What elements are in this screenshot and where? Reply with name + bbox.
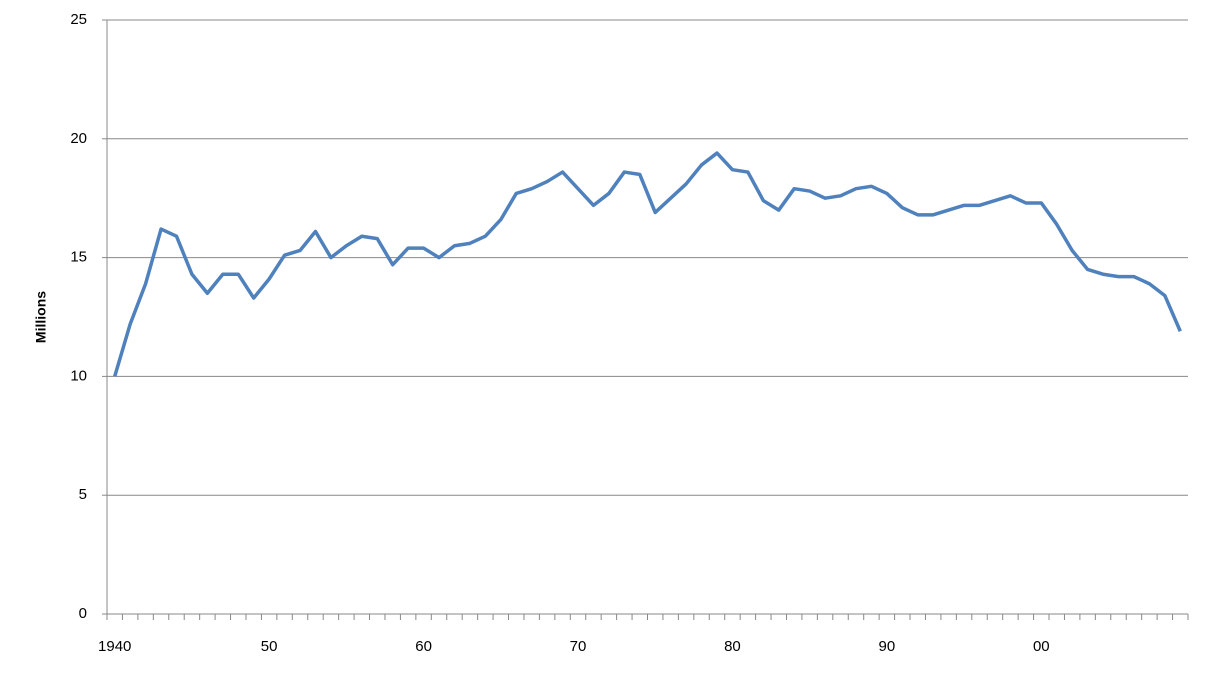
y-tick-label: 0: [79, 605, 87, 622]
x-tick-label: 90: [879, 638, 896, 655]
x-tick-label: 80: [724, 638, 741, 655]
y-tick-label: 10: [70, 367, 87, 384]
x-tick-label: 70: [570, 638, 587, 655]
x-tick-label: 60: [415, 638, 432, 655]
y-tick-label: 15: [70, 249, 87, 266]
y-tick-label: 25: [70, 11, 87, 28]
y-tick-label: 20: [70, 130, 87, 147]
y-axis-label: Millions: [33, 291, 49, 343]
data-line: [113, 151, 1182, 377]
y-tick-label: 5: [79, 486, 87, 503]
x-tick-label: 50: [261, 638, 278, 655]
x-tick-label: 00: [1033, 638, 1050, 655]
x-tick-label: 1940: [98, 638, 131, 655]
